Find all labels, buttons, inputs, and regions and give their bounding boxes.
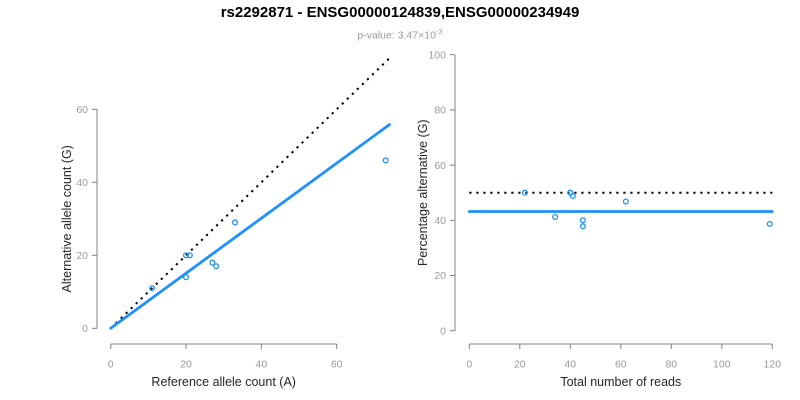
right-scatter-y-tick-label: 100 <box>428 49 446 61</box>
left-scatter-reference-dotted-line <box>110 57 391 330</box>
left-scatter-data-point <box>149 285 156 292</box>
pvalue-text: p-value: 3.47×10 <box>357 29 436 42</box>
right-scatter-x-tick-label: 120 <box>764 359 782 371</box>
left-scatter-y-axis-title: Alternative allele count (G) <box>60 145 74 292</box>
left-scatter-x-axis-title: Reference allele count (A) <box>151 375 296 389</box>
right-scatter-data-point <box>766 220 773 227</box>
left-scatter-x-tick-label: 20 <box>180 359 192 371</box>
right-scatter-x-tick-label: 0 <box>466 359 472 371</box>
left-scatter-x-tick-label: 40 <box>256 359 268 371</box>
right-scatter-y-tick-label: 60 <box>434 160 446 172</box>
left-scatter-data-point <box>186 252 193 259</box>
left-scatter-fit-line <box>109 123 391 330</box>
right-scatter-x-tick-label: 80 <box>665 359 677 371</box>
left-scatter-data-point <box>182 274 190 281</box>
right-scatter-data-point <box>552 213 559 221</box>
right-scatter-data-point <box>579 217 586 224</box>
left-scatter-data-point <box>182 252 190 259</box>
left-scatter-y-tick-label: 20 <box>76 250 88 262</box>
right-scatter-x-tick-label: 20 <box>514 359 526 371</box>
figure-title: rs2292871 - ENSG00000124839,ENSG00000234… <box>220 4 580 21</box>
left-scatter-x-tick-label: 0 <box>108 359 114 371</box>
right-scatter-x-tick-label: 100 <box>713 359 731 371</box>
left-scatter-data-point <box>231 219 239 226</box>
right-scatter-y-axis-title: Percentage alternative (G) <box>416 119 430 266</box>
right-scatter-data-point <box>521 189 528 196</box>
right-scatter-y-tick-label: 40 <box>434 215 446 227</box>
pvalue-exponent: -3 <box>435 27 443 36</box>
left-scatter-y-tick-label: 40 <box>76 177 88 189</box>
left-scatter-y-tick-label: 0 <box>82 323 88 335</box>
left-scatter-y-tick-label: 60 <box>76 104 88 116</box>
figure-subtitle: p-value: 3.47×10-3 <box>0 25 800 43</box>
left-scatter-data-point <box>382 157 389 164</box>
right-scatter-y-tick-label: 20 <box>434 270 446 282</box>
right-scatter-y-tick-label: 80 <box>434 105 446 117</box>
left-scatter-data-point <box>209 259 216 266</box>
right-scatter-data-point <box>569 192 576 200</box>
right-scatter-x-tick-label: 40 <box>564 359 576 371</box>
right-scatter-data-point <box>579 223 586 230</box>
left-scatter-x-tick-label: 60 <box>331 359 343 371</box>
right-scatter-x-axis-title: Total number of reads <box>560 375 681 389</box>
right-scatter-x-tick-label: 60 <box>615 359 627 371</box>
left-scatter-data-point <box>213 263 220 270</box>
right-scatter-y-tick-label: 0 <box>440 325 446 337</box>
right-scatter-data-point <box>622 198 629 205</box>
